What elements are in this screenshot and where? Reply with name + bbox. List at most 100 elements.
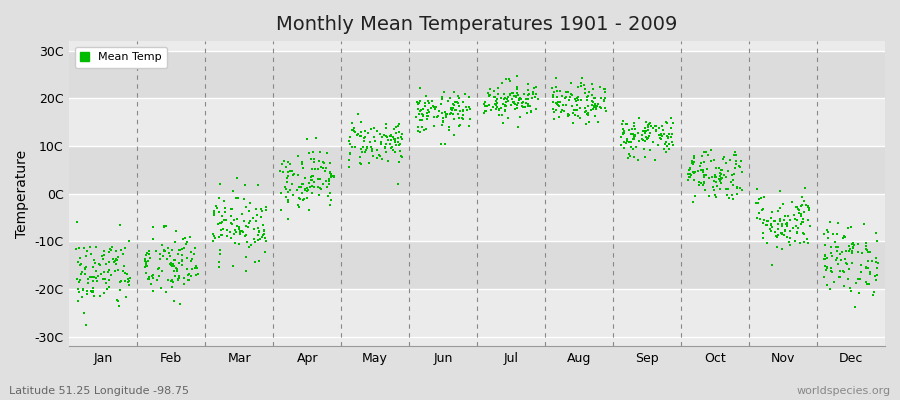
Mean Temp	[228, 227, 242, 233]
Mean Temp	[139, 256, 153, 262]
Mean Temp	[105, 244, 120, 250]
Mean Temp	[780, 222, 795, 229]
Mean Temp	[155, 268, 169, 274]
Mean Temp	[794, 220, 808, 227]
Mean Temp	[845, 250, 859, 256]
Mean Temp	[780, 213, 795, 220]
Mean Temp	[212, 234, 227, 240]
Mean Temp	[178, 234, 193, 241]
Mean Temp	[103, 246, 117, 252]
Mean Temp	[590, 101, 605, 107]
Mean Temp	[323, 202, 338, 208]
Mean Temp	[722, 195, 736, 201]
Mean Temp	[258, 248, 273, 255]
Mean Temp	[654, 131, 669, 137]
Mean Temp	[792, 240, 806, 247]
Mean Temp	[830, 248, 844, 254]
Mean Temp	[283, 168, 297, 174]
Mean Temp	[252, 228, 266, 234]
Mean Temp	[456, 99, 471, 105]
Mean Temp	[175, 258, 189, 264]
Mean Temp	[760, 222, 774, 228]
Mean Temp	[594, 94, 608, 101]
Mean Temp	[427, 114, 441, 120]
Mean Temp	[614, 134, 628, 140]
Mean Temp	[170, 276, 184, 282]
Mean Temp	[169, 264, 184, 271]
Mean Temp	[665, 130, 680, 137]
Mean Temp	[430, 114, 445, 121]
Mean Temp	[416, 106, 430, 113]
Mean Temp	[545, 85, 560, 91]
Mean Temp	[354, 133, 368, 140]
Mean Temp	[665, 142, 680, 148]
Mean Temp	[364, 126, 378, 132]
Mean Temp	[626, 154, 641, 160]
Mean Temp	[849, 280, 863, 286]
Mean Temp	[430, 113, 445, 120]
Mean Temp	[480, 103, 494, 110]
Mean Temp	[180, 239, 194, 245]
Mean Temp	[503, 78, 517, 84]
Mean Temp	[491, 85, 505, 91]
Mean Temp	[85, 274, 99, 280]
Mean Temp	[70, 218, 85, 225]
Mean Temp	[580, 111, 594, 118]
Mean Temp	[343, 141, 357, 147]
Mean Temp	[312, 192, 327, 198]
Mean Temp	[418, 100, 432, 106]
Mean Temp	[776, 201, 790, 208]
Mean Temp	[495, 80, 509, 86]
Mean Temp	[597, 98, 611, 104]
Mean Temp	[419, 110, 434, 116]
Mean Temp	[158, 223, 173, 230]
Mean Temp	[780, 234, 795, 240]
Mean Temp	[503, 91, 517, 98]
Mean Temp	[435, 110, 449, 116]
Mean Temp	[656, 131, 670, 138]
Mean Temp	[107, 258, 122, 264]
Mean Temp	[293, 184, 308, 190]
Mean Temp	[572, 115, 587, 122]
Mean Temp	[322, 176, 337, 182]
Mean Temp	[794, 213, 808, 219]
Mean Temp	[314, 164, 328, 171]
Mean Temp	[176, 244, 191, 251]
Mean Temp	[112, 303, 126, 309]
Mean Temp	[490, 103, 504, 110]
Mean Temp	[859, 246, 873, 252]
Mean Temp	[415, 117, 429, 123]
Mean Temp	[165, 247, 179, 253]
Mean Temp	[439, 111, 454, 118]
Mean Temp	[296, 181, 310, 187]
Mean Temp	[446, 105, 461, 112]
Mean Temp	[459, 104, 473, 110]
Mean Temp	[323, 170, 338, 176]
Mean Temp	[640, 135, 654, 142]
Mean Temp	[639, 134, 653, 140]
Mean Temp	[360, 130, 374, 136]
Mean Temp	[660, 133, 674, 139]
Mean Temp	[154, 284, 168, 291]
Mean Temp	[799, 202, 814, 208]
Mean Temp	[439, 114, 454, 120]
Mean Temp	[521, 96, 535, 102]
Mean Temp	[97, 290, 112, 296]
Mean Temp	[418, 103, 432, 109]
Mean Temp	[94, 271, 108, 278]
Mean Temp	[643, 121, 657, 127]
Mean Temp	[383, 133, 398, 140]
Mean Temp	[692, 181, 706, 188]
Mean Temp	[232, 226, 247, 232]
Mean Temp	[387, 136, 401, 142]
Mean Temp	[76, 309, 91, 316]
Mean Temp	[712, 165, 726, 171]
Mean Temp	[353, 160, 367, 166]
Mean Temp	[438, 141, 453, 147]
Mean Temp	[508, 94, 523, 100]
Mean Temp	[687, 153, 701, 160]
Mean Temp	[395, 154, 410, 160]
Mean Temp	[868, 277, 883, 284]
Mean Temp	[626, 120, 641, 126]
Mean Temp	[518, 95, 533, 102]
